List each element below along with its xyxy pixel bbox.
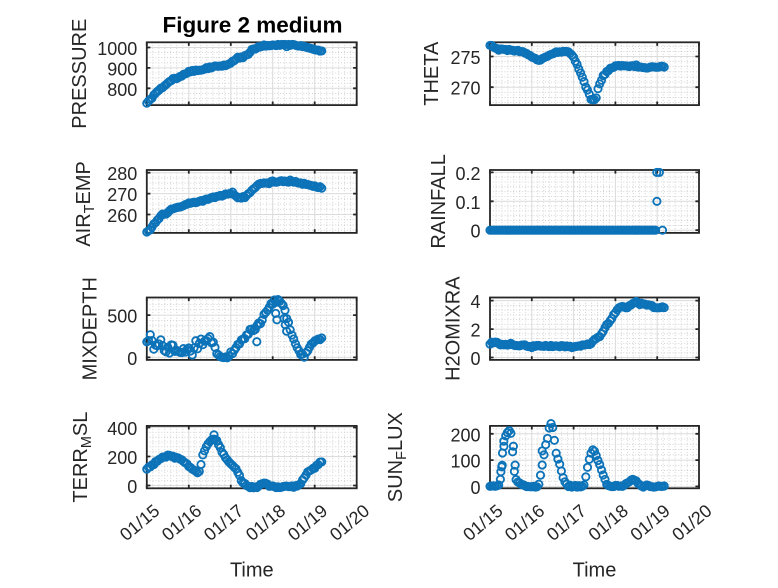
svg-text:RAINFALL: RAINFALL: [428, 154, 450, 248]
svg-text:PRESSURE: PRESSURE: [69, 19, 91, 129]
svg-text:0: 0: [127, 477, 137, 497]
svg-text:2: 2: [470, 321, 480, 341]
svg-text:100: 100: [450, 452, 480, 472]
svg-text:900: 900: [107, 59, 137, 79]
svg-text:Figure 2 medium: Figure 2 medium: [162, 13, 342, 38]
svg-text:270: 270: [107, 185, 137, 205]
svg-text:TERRMSL: TERRMSL: [70, 412, 95, 503]
svg-text:Time: Time: [573, 560, 617, 582]
svg-text:0: 0: [470, 349, 480, 369]
svg-text:200: 200: [107, 448, 137, 468]
svg-text:Time: Time: [230, 560, 274, 582]
svg-text:400: 400: [107, 419, 137, 439]
svg-text:270: 270: [450, 79, 480, 99]
svg-text:260: 260: [107, 206, 137, 226]
svg-text:MIXDEPTH: MIXDEPTH: [80, 277, 102, 380]
svg-text:H2OMIXRA: H2OMIXRA: [442, 276, 464, 381]
svg-text:1000: 1000: [97, 39, 137, 59]
svg-text:THETA: THETA: [421, 41, 443, 106]
svg-text:4: 4: [470, 292, 480, 312]
svg-text:0: 0: [127, 349, 137, 369]
svg-text:0.1: 0.1: [455, 193, 480, 213]
svg-text:800: 800: [107, 80, 137, 100]
svg-text:200: 200: [450, 425, 480, 445]
svg-text:0: 0: [470, 222, 480, 242]
svg-text:275: 275: [450, 48, 480, 68]
svg-text:500: 500: [107, 307, 137, 327]
svg-text:0.2: 0.2: [455, 164, 480, 184]
svg-text:AIRTEMP: AIRTEMP: [73, 161, 98, 247]
svg-text:0: 0: [470, 478, 480, 498]
svg-text:280: 280: [107, 164, 137, 184]
